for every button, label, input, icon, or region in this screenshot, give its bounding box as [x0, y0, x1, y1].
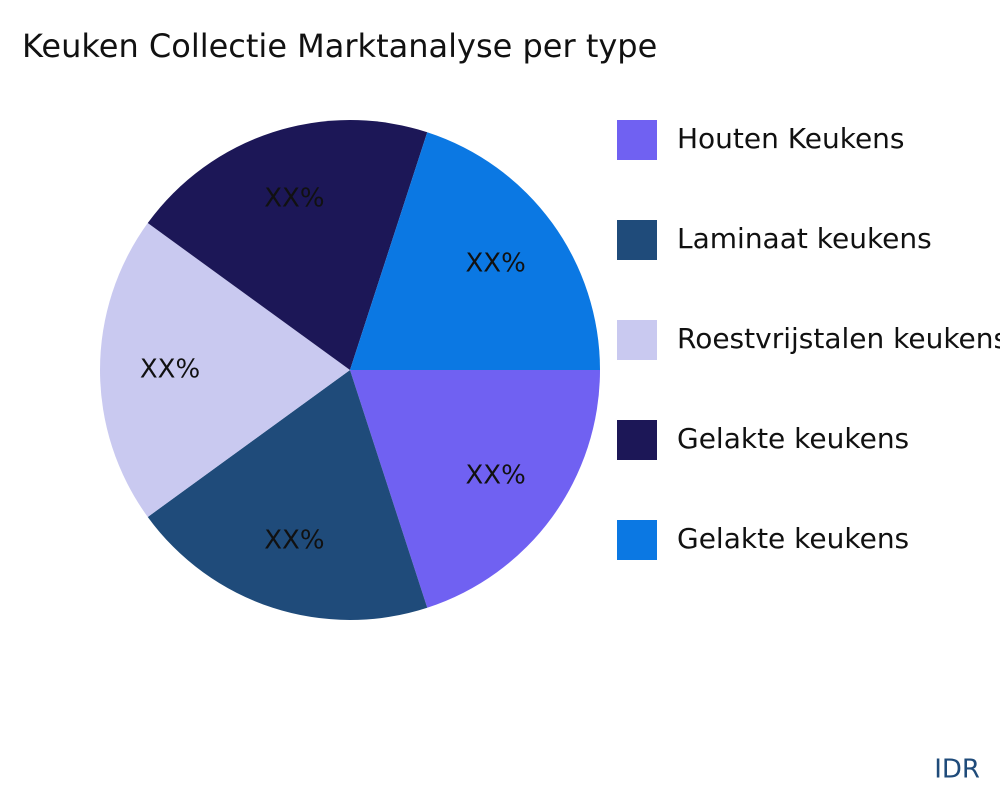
slice-label: XX% — [465, 460, 525, 490]
legend-swatch — [617, 520, 657, 560]
legend-label: Gelakte keukens — [677, 422, 909, 455]
pie-slice — [100, 223, 350, 517]
pie-slice — [147, 120, 428, 370]
legend-swatch — [617, 320, 657, 360]
legend-label: Roestvrijstalen keukens — [677, 322, 1000, 355]
legend-label: Houten Keukens — [677, 122, 905, 155]
legend-label: Laminaat keukens — [677, 222, 932, 255]
chart-title: Keuken Collectie Marktanalyse per type — [22, 27, 657, 65]
slice-label: XX% — [264, 526, 324, 556]
slice-label: XX% — [140, 355, 200, 385]
pie-slice — [350, 370, 600, 608]
pie-slice — [147, 370, 428, 620]
slice-label: XX% — [264, 183, 324, 213]
legend-swatch — [617, 420, 657, 460]
legend-swatch — [617, 220, 657, 260]
slice-label: XX% — [465, 249, 525, 279]
legend-swatch — [617, 120, 657, 160]
pie-slice — [350, 132, 600, 370]
legend-label: Gelakte keukens — [677, 522, 909, 555]
brand: IDR — [934, 755, 980, 785]
